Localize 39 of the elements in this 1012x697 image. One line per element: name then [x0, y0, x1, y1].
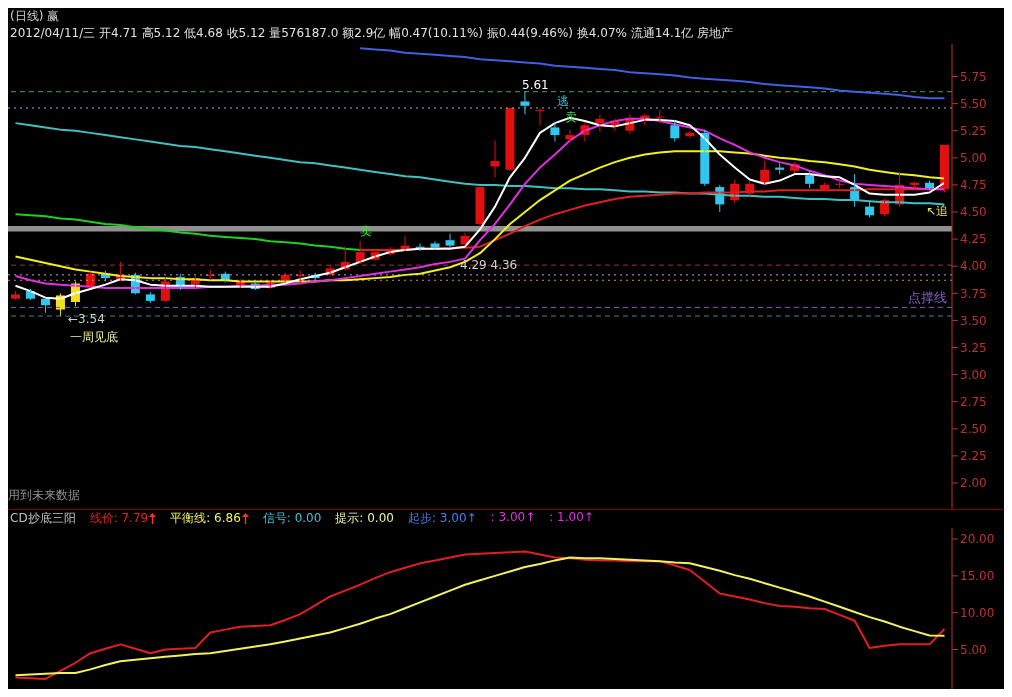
- text: 起步: 3.00↑: [407, 510, 477, 527]
- y-tick-label: 10.00: [960, 605, 995, 620]
- chart-title: (日线) 赢: [10, 8, 61, 25]
- annotation: 5.61: [522, 78, 549, 92]
- y-tick-label: 2.00: [960, 476, 987, 491]
- text: 信号: 0.00: [262, 510, 322, 527]
- y-tick-label: 4.50: [960, 205, 987, 220]
- annotation: 4.29 4.36: [460, 258, 518, 272]
- y-tick-label: 3.25: [960, 340, 987, 355]
- y-tick-label: 5.00: [960, 642, 987, 657]
- y-tick-label: 5.25: [960, 123, 987, 138]
- y-tick-label: 4.75: [960, 178, 987, 193]
- y-tick-label: 20.00: [960, 532, 995, 547]
- y-tick-label: 2.25: [960, 449, 987, 464]
- y-tick-label: 3.75: [960, 286, 987, 301]
- annotation: ↖追: [926, 204, 949, 218]
- text: 提示: 0.00: [335, 510, 394, 527]
- text: 平衡线: 6.86: [170, 510, 242, 527]
- annotation: 用到未来数据: [8, 488, 80, 502]
- y-tick-label: 2.50: [960, 422, 987, 437]
- y-tick-label: 3.00: [960, 367, 987, 382]
- annotation: 一周见底: [70, 330, 118, 344]
- annotation: ←3.54: [68, 312, 105, 326]
- y-tick-label: 5.00: [960, 151, 987, 166]
- chart-title: CD抄底三阳: [10, 510, 76, 527]
- y-tick-label: 5.50: [960, 96, 987, 111]
- annotation: 逃: [557, 94, 569, 108]
- chart-subtitle: 2012/04/11/三 开4.71 高5.12 低4.68 收5.12 量576187.0 额2.9亿 幅0.47(10.11%) 振0.44(9.46%) 换4.07% 流通14.1亿 房地产: [10, 25, 735, 42]
- ref-line-label: 点撑线: [908, 290, 947, 306]
- y-tick-label: 3.50: [960, 313, 987, 328]
- y-tick-label: 4.00: [960, 259, 987, 274]
- annotation: 卖: [360, 224, 372, 238]
- y-tick-label: 5.75: [960, 69, 987, 84]
- y-tick-label: 4.25: [960, 232, 987, 247]
- y-tick-label: 2.75: [960, 394, 987, 409]
- text: 线价: 7.79: [89, 510, 150, 527]
- text: : 3.00↑: [490, 510, 536, 526]
- y-tick-label: 15.00: [960, 569, 995, 584]
- text: : 1.00↑: [549, 510, 594, 526]
